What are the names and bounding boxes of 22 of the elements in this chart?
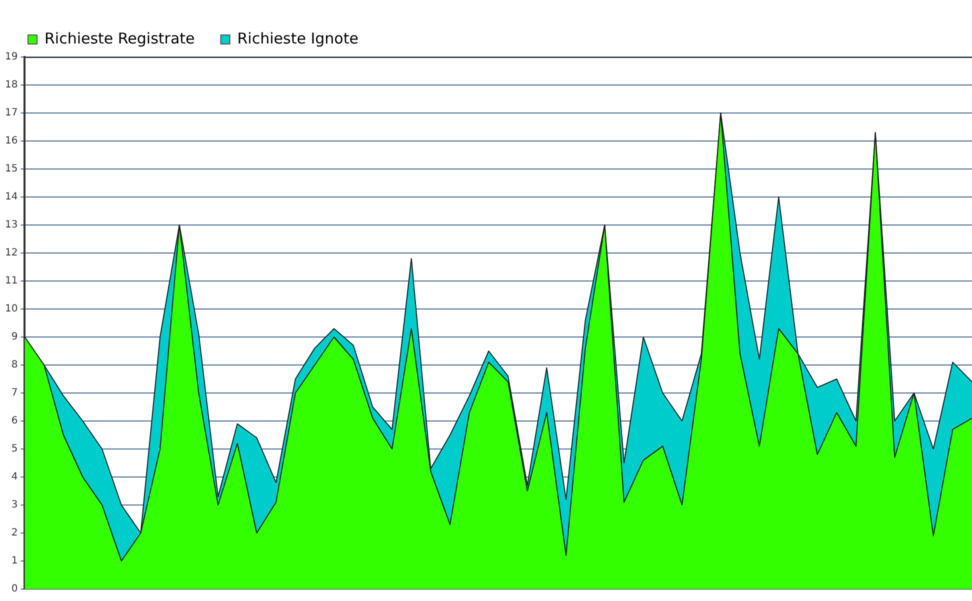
y-tick-label: 16 (4, 136, 18, 147)
y-tick-label: 11 (4, 276, 18, 287)
y-tick-label: 2 (11, 528, 18, 539)
y-tick-label: 5 (11, 444, 18, 455)
y-tick-label: 18 (4, 80, 18, 91)
y-tick-label: 6 (11, 416, 18, 427)
y-tick-label: 10 (4, 304, 18, 315)
y-tick-label: 13 (4, 220, 18, 231)
legend-label: Richieste Ignote (237, 29, 358, 48)
y-tick-label: 14 (4, 192, 18, 203)
legend-label: Richieste Registrate (44, 29, 195, 48)
y-tick-label: 15 (4, 164, 18, 175)
y-tick-label: 19 (4, 52, 18, 63)
y-tick-label: 9 (11, 332, 18, 343)
y-tick-label: 0 (11, 584, 18, 595)
y-tick-label: 3 (11, 500, 18, 511)
y-tick-label: 17 (4, 108, 18, 119)
y-tick-label: 8 (11, 360, 18, 371)
y-tick-label: 12 (4, 248, 18, 259)
y-tick-label: 4 (11, 472, 18, 483)
y-tick-label: 1 (11, 556, 18, 567)
y-tick-label: 7 (11, 388, 18, 399)
